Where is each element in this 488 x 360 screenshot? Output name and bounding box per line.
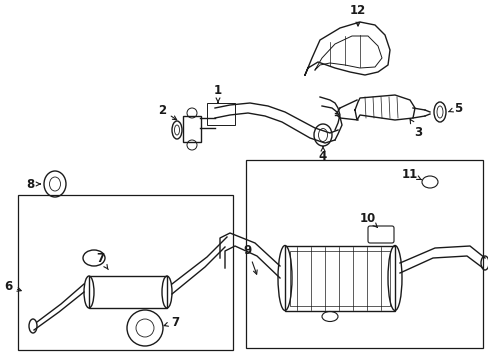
Text: 10: 10	[359, 211, 377, 228]
Bar	[18, 195, 232, 350]
Bar	[245, 160, 482, 348]
Text: 5: 5	[447, 102, 461, 114]
Text: 2: 2	[158, 104, 176, 120]
Text: 12: 12	[349, 4, 366, 26]
Text: 3: 3	[409, 120, 421, 139]
Text: 7: 7	[164, 315, 179, 328]
Text: 4: 4	[318, 147, 326, 162]
Text: 11: 11	[401, 167, 420, 180]
Bar	[206, 103, 235, 125]
Bar	[289, 251, 389, 306]
Text: 9: 9	[244, 243, 257, 274]
Text: 1: 1	[214, 84, 222, 102]
Text: 8: 8	[26, 177, 40, 190]
Text: 6: 6	[4, 279, 21, 292]
Bar	[183, 116, 201, 142]
Text: 7: 7	[96, 252, 108, 270]
